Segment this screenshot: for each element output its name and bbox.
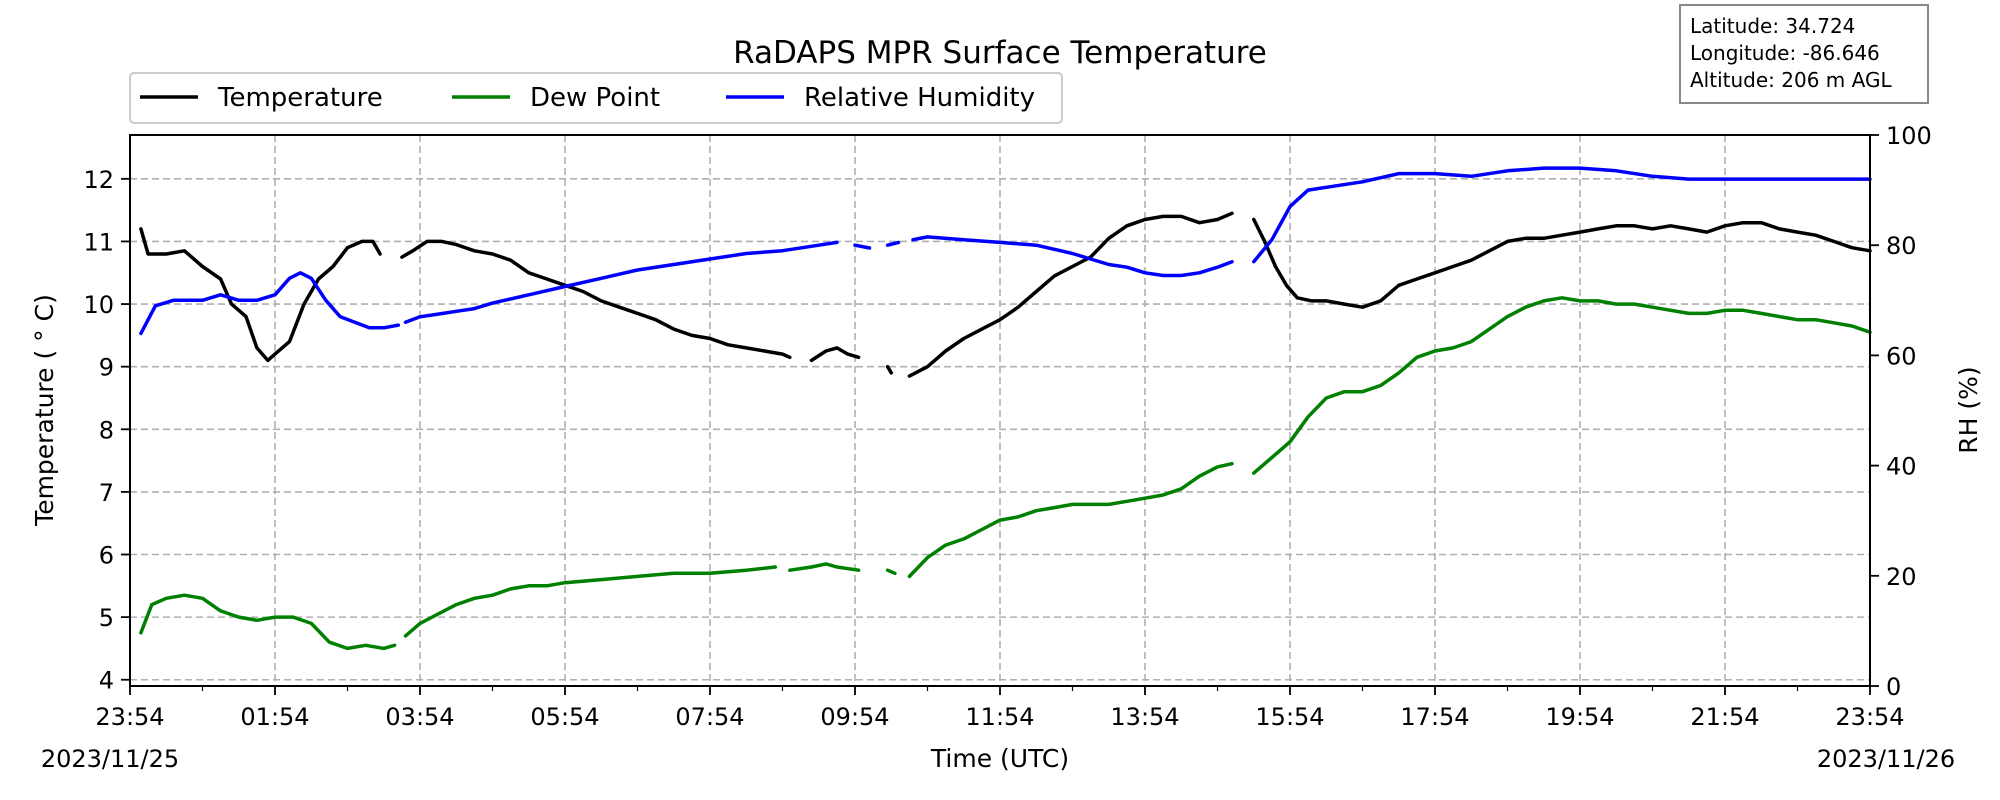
series-layer xyxy=(139,166,1872,651)
y-tick-label: 7 xyxy=(99,479,114,507)
series-line-dew-point xyxy=(788,562,861,572)
x-tick-label: 15:54 xyxy=(1255,703,1324,731)
y-axis-label: Temperature ( ° C) xyxy=(30,294,59,527)
x-tick-label: 09:54 xyxy=(820,703,889,731)
info-box-frame xyxy=(1679,4,1929,104)
legend-box xyxy=(129,72,1063,124)
y2-axis-label: RH (%) xyxy=(1954,366,1983,453)
legend-label-dew-point: Dew Point xyxy=(530,83,660,113)
x-tick-label: 11:54 xyxy=(965,703,1034,731)
y-tick-label: 9 xyxy=(99,354,114,382)
series-line-dew-point xyxy=(907,461,1234,579)
y-tick-label: 4 xyxy=(99,667,114,695)
series-line-temperature xyxy=(809,346,861,363)
info-box: Latitude: 34.724 Longitude: -86.646 Alti… xyxy=(1679,4,1929,104)
x-tick-label: 23:54 xyxy=(95,703,164,731)
series-line-relative-humidity xyxy=(1252,166,1872,264)
y-tick-label: 12 xyxy=(83,166,114,194)
ticks-layer: 23:54 01:54 03:54 05:54 07:54 09:54 11:54 13:54… xyxy=(83,122,1931,731)
y2-tick-label: 80 xyxy=(1886,232,1917,260)
series-line-relative-humidity xyxy=(853,243,872,250)
y2-tick-label: 0 xyxy=(1886,673,1901,701)
series-line-dew-point xyxy=(403,565,778,638)
chart-title: RaDAPS MPR Surface Temperature xyxy=(733,35,1267,71)
series-line-relative-humidity xyxy=(885,240,901,247)
y-tick-label: 8 xyxy=(99,416,114,444)
series-line-temperature xyxy=(885,364,894,375)
series-line-temperature xyxy=(907,211,1234,378)
y-tick-label: 6 xyxy=(99,542,114,570)
x-tick-label: 17:54 xyxy=(1400,703,1469,731)
x-tick-label: 19:54 xyxy=(1545,703,1614,731)
x-tick-label: 07:54 xyxy=(675,703,744,731)
legend-label-relative-humidity: Relative Humidity xyxy=(804,83,1035,113)
y-tick-label: 10 xyxy=(83,291,114,319)
x-tick-label: 21:54 xyxy=(1690,703,1759,731)
date-end-label: 2023/11/26 xyxy=(1817,745,1955,773)
grid-layer xyxy=(130,135,1870,686)
y-tick-label: 5 xyxy=(99,604,114,632)
y-tick-label: 11 xyxy=(83,228,114,256)
series-line-dew-point xyxy=(139,593,397,651)
x-tick-label: 13:54 xyxy=(1110,703,1179,731)
legend: Temperature Dew Point Relative Humidity xyxy=(129,72,1063,124)
series-line-relative-humidity xyxy=(911,235,1234,278)
info-longitude: Longitude: -86.646 xyxy=(1690,41,1880,65)
info-altitude: Altitude: 206 m AGL xyxy=(1690,68,1892,92)
series-line-dew-point xyxy=(1252,296,1872,475)
x-axis-label: Time (UTC) xyxy=(930,744,1069,773)
date-start-label: 2023/11/25 xyxy=(41,745,179,773)
series-line-relative-humidity xyxy=(403,240,839,325)
series-line-dew-point xyxy=(885,568,897,576)
series-line-relative-humidity xyxy=(139,271,401,336)
y2-tick-label: 20 xyxy=(1886,563,1917,591)
info-latitude: Latitude: 34.724 xyxy=(1690,14,1855,38)
x-tick-label: 01:54 xyxy=(240,703,309,731)
series-line-temperature xyxy=(1252,217,1872,309)
y2-tick-label: 60 xyxy=(1886,342,1917,370)
x-tick-label: 03:54 xyxy=(385,703,454,731)
y2-tick-label: 40 xyxy=(1886,453,1917,481)
x-tick-label: 05:54 xyxy=(530,703,599,731)
series-line-temperature xyxy=(400,239,792,360)
y2-tick-label: 100 xyxy=(1886,122,1932,150)
legend-label-temperature: Temperature xyxy=(217,83,383,113)
x-tick-label: 23:54 xyxy=(1835,703,1904,731)
series-line-temperature xyxy=(139,227,382,363)
